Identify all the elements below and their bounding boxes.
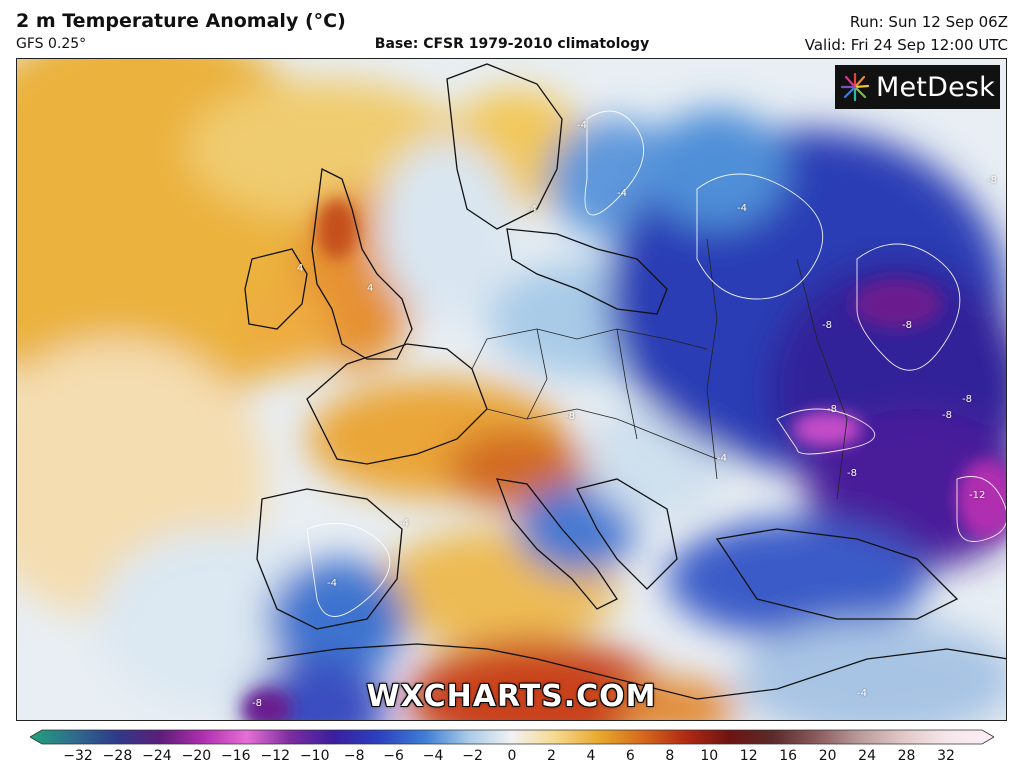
contour-label: -8: [962, 394, 972, 405]
color-scale-tick-label: 6: [625, 748, 635, 764]
isoline: [856, 243, 961, 371]
contour-label: -4: [527, 204, 537, 215]
metdesk-logo: MetDesk: [835, 65, 1000, 109]
border-line: [796, 258, 848, 500]
isoline: [696, 173, 824, 300]
map-canvas: [17, 59, 1006, 720]
border-line: [616, 328, 638, 440]
isoline: [306, 522, 391, 617]
color-scale-tick-label: −20: [181, 748, 212, 764]
coastlines: [244, 63, 1006, 700]
anomaly-field: [17, 59, 1006, 720]
color-scale-tick-label: 2: [546, 748, 556, 764]
color-scale-tick-label: −12: [260, 748, 291, 764]
color-scale-tick-label: 0: [507, 748, 517, 764]
color-scale-tick-label: −8: [343, 748, 365, 764]
north-africa-coast: [266, 643, 1006, 700]
border-line: [526, 328, 548, 420]
scandinavia-outline: [446, 63, 563, 230]
contour-label: -8: [565, 411, 575, 422]
color-scale-tick-label: −6: [383, 748, 404, 764]
contour-label: -4: [717, 453, 727, 464]
color-scale-tick-label: −16: [221, 748, 251, 764]
contour-label: -4: [577, 120, 587, 131]
anomaly-hotspots: [242, 199, 1006, 720]
border-line: [706, 238, 718, 480]
run-time-label: Run: Sun 12 Sep 06Z: [849, 13, 1008, 31]
baltic-outline: [506, 228, 668, 315]
isoline: [584, 110, 645, 216]
contour-label: -8: [847, 468, 857, 479]
temperature-anomaly-map: -4 -4 -4 -4 -8 -8 -8 -8 -8 -8 -12 -8 -8 …: [16, 58, 1007, 721]
country-borders: [471, 238, 848, 500]
color-scale: −32 −28 −24 −20 −16 −12 −10 −8 −6 −4 −2 0 2 4 6 8 10 12 16…: [29, 728, 995, 774]
color-scale-tick-label: −2: [462, 748, 483, 764]
base-climatology-label: Base: CFSR 1979-2010 climatology: [374, 36, 650, 52]
metdesk-logo-text: MetDesk: [876, 71, 995, 103]
color-scale-tick-label: 16: [779, 748, 798, 764]
isolines: [306, 110, 1006, 617]
contour-label: -4: [617, 188, 627, 199]
color-scale-tick-label: −10: [299, 748, 330, 764]
contour-label: -4: [737, 203, 747, 214]
color-scale-tick-label: 4: [586, 748, 596, 764]
color-scale-tick-label: 10: [700, 748, 719, 764]
contour-label: -8: [827, 404, 837, 415]
color-scale-gradient: [29, 729, 995, 745]
contour-label: -8: [902, 320, 912, 331]
contour-label: -8: [252, 698, 262, 709]
color-scale-tick-label: 12: [739, 748, 758, 764]
color-scale-ticks: −32 −28 −24 −20 −16 −12 −10 −8 −6 −4 −2 0 2 4 6 8 10 12 16…: [30, 748, 994, 768]
contour-label: -4: [399, 518, 409, 529]
contour-label: 4: [297, 263, 304, 274]
color-scale-tick-label: −28: [102, 748, 133, 764]
model-label: GFS 0.25°: [16, 36, 87, 52]
color-scale-tick-label: 28: [897, 748, 916, 764]
italy-outline: [495, 478, 618, 610]
metdesk-starburst-icon: [840, 72, 870, 102]
color-scale-tick-label: −4: [422, 748, 444, 764]
isoline: [956, 476, 1006, 542]
color-scale-tick-label: 32: [937, 748, 955, 764]
wxcharts-watermark: WXCHARTS.COM: [366, 679, 657, 714]
black-sea-turkey-outline: [715, 528, 959, 620]
color-scale-tick-label: 8: [665, 748, 675, 764]
balkans-outline: [576, 478, 678, 590]
contour-label: -4: [857, 688, 867, 699]
border-line: [486, 408, 718, 460]
contour-label: -4: [327, 578, 337, 589]
isoline: [776, 408, 876, 455]
valid-time-label: Valid: Fri 24 Sep 12:00 UTC: [804, 36, 1008, 54]
chart-title: 2 m Temperature Anomaly (°C): [16, 10, 346, 32]
color-scale-tick-label: 24: [858, 748, 876, 764]
ireland-outline: [244, 248, 308, 330]
color-scale-tick-label: −24: [142, 748, 172, 764]
great-britain-outline: [311, 168, 413, 360]
iberia-outline: [256, 488, 403, 630]
color-scale-tick-label: 20: [818, 748, 837, 764]
contour-label: 4: [367, 283, 374, 294]
contour-label: -8: [987, 175, 997, 186]
contour-label: -8: [942, 410, 952, 421]
color-scale-bar: [29, 729, 995, 745]
contour-label: -12: [969, 490, 986, 501]
contour-label: -8: [822, 320, 832, 331]
color-scale-tick-label: −32: [63, 748, 93, 764]
border-line: [471, 328, 708, 370]
